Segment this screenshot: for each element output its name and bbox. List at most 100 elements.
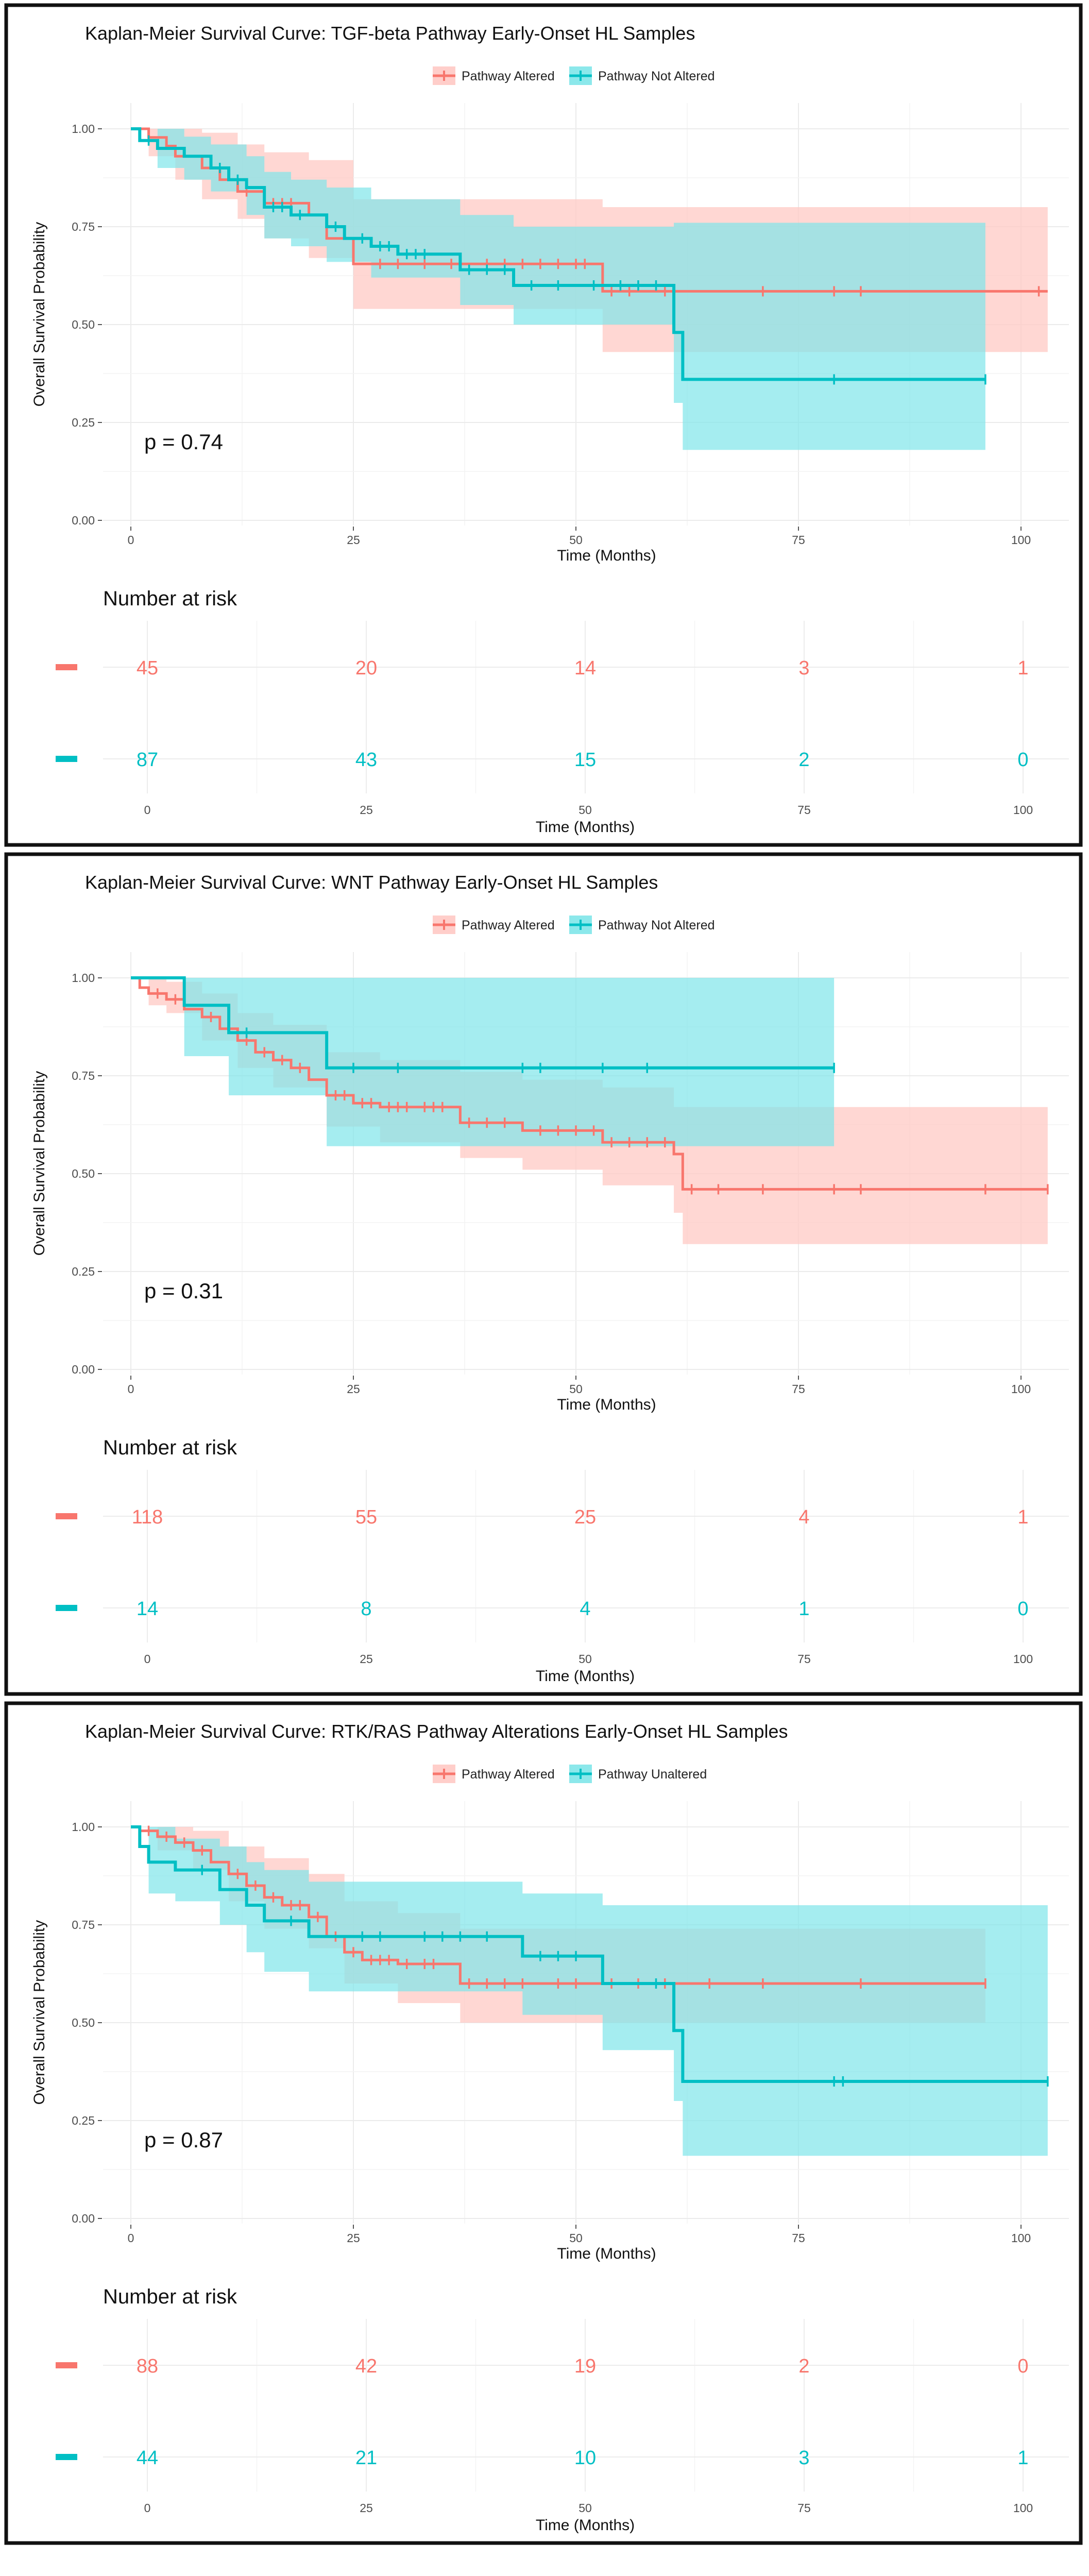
risk-row-key-0	[56, 1513, 77, 1519]
x-tick-label: 25	[347, 1382, 360, 1396]
risk-count: 118	[132, 1506, 163, 1528]
risk-x-tick-label: 25	[360, 803, 373, 817]
risk-x-tick-label: 75	[797, 803, 811, 817]
plot-area	[103, 952, 1069, 1375]
y-tick-label: 0.75	[72, 220, 95, 233]
y-tick-label: 0.25	[72, 416, 95, 429]
x-axis: 0 25 50 75 100 Time (Months)	[128, 1376, 1031, 1413]
risk-count: 20	[355, 657, 377, 679]
risk-count: 0	[1017, 1598, 1028, 1620]
y-axis-label: Overall Survival Probability	[31, 1920, 48, 2105]
risk-count: 10	[574, 2447, 596, 2469]
risk-x-tick-label: 25	[360, 2501, 373, 2515]
x-tick-label: 50	[569, 1382, 583, 1396]
risk-x-tick-label: 100	[1013, 803, 1033, 817]
km-panel: Kaplan-Meier Survival Curve: TGF-beta Pa…	[4, 3, 1083, 847]
risk-count: 2	[798, 2355, 809, 2377]
risk-count: 87	[137, 749, 158, 771]
y-axis: 0.00 0.25 0.50 0.75 1.00 Overall Survival Pro…	[31, 122, 102, 527]
risk-x-tick-label: 50	[578, 1652, 592, 1666]
risk-count: 4	[580, 1598, 590, 1620]
y-tick-label: 0.50	[72, 1167, 95, 1180]
x-tick-label: 50	[569, 2231, 583, 2245]
km-panel: Kaplan-Meier Survival Curve: RTK/RAS Pat…	[4, 1701, 1083, 2545]
y-tick-label: 0.00	[72, 2212, 95, 2225]
risk-x-axis-label: Time (Months)	[536, 2517, 635, 2534]
risk-count: 44	[137, 2447, 158, 2469]
x-tick-label: 100	[1011, 1382, 1031, 1396]
x-tick-label: 75	[792, 1382, 805, 1396]
chart-title: Kaplan-Meier Survival Curve: TGF-beta Pa…	[85, 23, 695, 44]
y-tick-label: 0.00	[72, 1363, 95, 1376]
legend-label-0: Pathway Altered	[462, 1767, 555, 1782]
risk-count: 1	[1017, 657, 1028, 679]
y-axis-label: Overall Survival Probability	[31, 1071, 48, 1256]
legend-label-1: Pathway Not Altered	[598, 918, 715, 933]
risk-count: 0	[1017, 2355, 1028, 2377]
risk-table-title: Number at risk	[103, 1436, 237, 1459]
p-value: p = 0.74	[144, 430, 223, 454]
risk-count: 43	[355, 749, 377, 771]
risk-row-key-1	[56, 2454, 77, 2460]
ci-band-1	[131, 1827, 1048, 2156]
risk-row-key-1	[56, 756, 77, 762]
x-tick-label: 0	[128, 533, 134, 547]
y-tick-label: 0.50	[72, 2016, 95, 2029]
y-axis: 0.00 0.25 0.50 0.75 1.00 Overall Survival Pro…	[31, 1820, 102, 2225]
x-tick-label: 25	[347, 533, 360, 547]
ci-band-1	[131, 978, 835, 1146]
risk-x-tick-label: 0	[144, 2501, 151, 2515]
plot-area	[103, 103, 1069, 526]
x-axis: 0 25 50 75 100 Time (Months)	[128, 2225, 1031, 2262]
risk-x-tick-label: 75	[797, 2501, 811, 2515]
y-tick-label: 0.25	[72, 1265, 95, 1278]
risk-count: 8	[361, 1598, 371, 1620]
x-tick-label: 100	[1011, 2231, 1031, 2245]
y-tick-label: 0.75	[72, 1918, 95, 1931]
y-tick-label: 0.25	[72, 2114, 95, 2127]
risk-count: 4	[798, 1506, 809, 1528]
risk-count: 3	[798, 657, 809, 679]
survival-line-1	[131, 1825, 1048, 2083]
risk-count: 55	[355, 1506, 377, 1528]
legend-label-1: Pathway Unaltered	[598, 1767, 707, 1782]
risk-x-tick-label: 0	[144, 1652, 151, 1666]
legend-label-0: Pathway Altered	[462, 918, 555, 933]
risk-x-tick-label: 100	[1013, 1652, 1033, 1666]
chart-title: Kaplan-Meier Survival Curve: WNT Pathway…	[85, 872, 658, 893]
risk-count: 19	[574, 2355, 596, 2377]
chart-title: Kaplan-Meier Survival Curve: RTK/RAS Pat…	[85, 1721, 788, 1742]
legend-label-0: Pathway Altered	[462, 69, 555, 83]
risk-count: 14	[137, 1598, 158, 1620]
risk-row-key-0	[56, 2362, 77, 2368]
risk-count: 3	[798, 2447, 809, 2469]
p-value: p = 0.31	[144, 1279, 223, 1303]
survival-line-0	[131, 1825, 985, 1985]
y-tick-label: 0.00	[72, 514, 95, 527]
risk-count: 1	[1017, 2447, 1028, 2469]
legend: Pathway Altered Pathway Unaltered	[433, 1765, 707, 1783]
x-axis-label: Time (Months)	[557, 2245, 656, 2262]
risk-x-tick-label: 25	[360, 1652, 373, 1666]
x-axis-label: Time (Months)	[557, 1396, 656, 1413]
risk-x-axis-label: Time (Months)	[536, 1668, 635, 1685]
risk-count: 1	[798, 1598, 809, 1620]
km-panel: Kaplan-Meier Survival Curve: WNT Pathway…	[4, 852, 1083, 1696]
legend: Pathway Altered Pathway Not Altered	[433, 916, 715, 934]
risk-count: 2	[798, 749, 809, 771]
risk-count: 42	[355, 2355, 377, 2377]
y-tick-label: 1.00	[72, 1820, 95, 1834]
y-tick-label: 0.75	[72, 1069, 95, 1082]
survival-line-1	[131, 127, 985, 381]
x-tick-label: 75	[792, 2231, 805, 2245]
x-tick-label: 0	[128, 1382, 134, 1396]
risk-table-title: Number at risk	[103, 587, 237, 610]
y-tick-label: 1.00	[72, 971, 95, 985]
legend: Pathway Altered Pathway Not Altered	[433, 66, 715, 85]
plot-area	[103, 1801, 1069, 2224]
x-axis: 0 25 50 75 100 Time (Months)	[128, 527, 1031, 564]
x-tick-label: 75	[792, 533, 805, 547]
risk-count: 15	[574, 749, 596, 771]
